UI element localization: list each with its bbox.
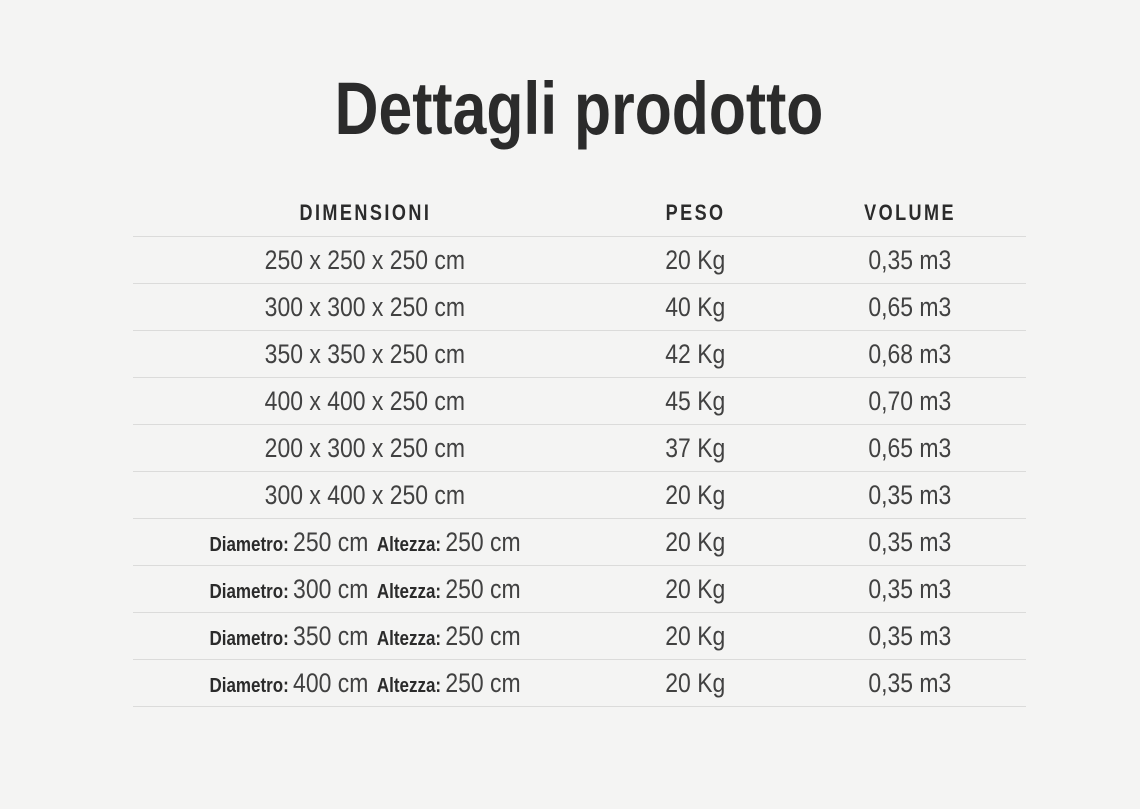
volume-text: 0,35 m3	[868, 573, 952, 604]
dimension-value: 250 cm	[445, 526, 521, 557]
table-row: Diametro: 300 cm Altezza: 250 cm 20 Kg 0,35 m…	[133, 565, 1026, 614]
dimensions-text: 300 x 300 x 250 cm	[265, 291, 466, 322]
dimensions-cell: 300 x 300 x 250 cm	[133, 283, 598, 332]
dimension-value: 250 cm	[445, 667, 521, 698]
dimensions-cell: 350 x 350 x 250 cm	[133, 330, 598, 379]
dimension-label: Diametro:	[209, 580, 289, 603]
dimension-label: Altezza:	[376, 580, 442, 603]
dimensions-text: Diametro: 300 cm Altezza: 250 cm	[210, 574, 521, 605]
product-details-section: Dettagli prodotto DIMENSIONI PESO VOLUME 2…	[133, 70, 1026, 708]
column-header-volume: VOLUME	[793, 189, 1026, 238]
column-header-peso: PESO	[597, 189, 794, 238]
weight-text: 20 Kg	[665, 479, 726, 510]
weight-cell: 20 Kg	[597, 518, 794, 567]
column-header-dimensioni: DIMENSIONI	[133, 189, 598, 238]
weight-cell: 20 Kg	[597, 565, 794, 614]
table-row: 300 x 300 x 250 cm 40 Kg 0,65 m3	[133, 283, 1026, 332]
table-row: 200 x 300 x 250 cm 37 Kg 0,65 m3	[133, 424, 1026, 473]
column-header-label: DIMENSIONI	[299, 199, 432, 225]
volume-cell: 0,35 m3	[793, 471, 1026, 520]
dimension-value: 400 cm	[293, 667, 369, 698]
weight-text: 20 Kg	[665, 667, 726, 698]
dimensions-text: Diametro: 350 cm Altezza: 250 cm	[210, 621, 521, 652]
dimension-value: 300 cm	[293, 573, 369, 604]
dimensions-text: 400 x 400 x 250 cm	[265, 385, 466, 416]
volume-text: 0,65 m3	[868, 432, 952, 463]
dimension-label: Diametro:	[209, 627, 289, 650]
weight-text: 40 Kg	[665, 291, 726, 322]
volume-cell: 0,35 m3	[793, 518, 1026, 567]
dimensions-cell: 400 x 400 x 250 cm	[133, 377, 598, 426]
weight-text: 37 Kg	[665, 432, 726, 463]
volume-text: 0,35 m3	[868, 244, 952, 275]
volume-cell: 0,35 m3	[793, 659, 1026, 708]
dimensions-text: 300 x 400 x 250 cm	[265, 479, 466, 510]
weight-cell: 45 Kg	[597, 377, 794, 426]
dimensions-text: 250 x 250 x 250 cm	[265, 244, 466, 275]
table-row: 400 x 400 x 250 cm 45 Kg 0,70 m3	[133, 377, 1026, 426]
weight-cell: 37 Kg	[597, 424, 794, 473]
table-row: Diametro: 350 cm Altezza: 250 cm 20 Kg 0,35 m…	[133, 612, 1026, 661]
volume-cell: 0,70 m3	[793, 377, 1026, 426]
column-header-label: PESO	[665, 199, 726, 225]
dimensions-cell: Diametro: 400 cm Altezza: 250 cm	[133, 659, 598, 708]
dimension-label: Altezza:	[376, 533, 442, 556]
weight-cell: 20 Kg	[597, 659, 794, 708]
weight-text: 42 Kg	[665, 338, 726, 369]
dimensions-cell: 300 x 400 x 250 cm	[133, 471, 598, 520]
dimensions-text: 200 x 300 x 250 cm	[265, 432, 466, 463]
volume-cell: 0,35 m3	[793, 612, 1026, 661]
dimensions-text: 350 x 350 x 250 cm	[265, 338, 466, 369]
table-row: Diametro: 250 cm Altezza: 250 cm 20 Kg 0,35 m…	[133, 518, 1026, 567]
volume-cell: 0,35 m3	[793, 236, 1026, 285]
volume-text: 0,68 m3	[868, 338, 952, 369]
volume-cell: 0,65 m3	[793, 283, 1026, 332]
weight-text: 45 Kg	[665, 385, 726, 416]
dimensions-text: Diametro: 400 cm Altezza: 250 cm	[210, 668, 521, 699]
volume-text: 0,35 m3	[868, 620, 952, 651]
weight-text: 20 Kg	[665, 244, 726, 275]
weight-cell: 20 Kg	[597, 612, 794, 661]
weight-cell: 20 Kg	[597, 471, 794, 520]
dimensions-cell: 200 x 300 x 250 cm	[133, 424, 598, 473]
dimension-value: 250 cm	[445, 573, 521, 604]
page-title-text: Dettagli prodotto	[335, 67, 824, 150]
weight-text: 20 Kg	[665, 526, 726, 557]
table-row: 250 x 250 x 250 cm 20 Kg 0,35 m3	[133, 236, 1026, 285]
table-row: 300 x 400 x 250 cm 20 Kg 0,35 m3	[133, 471, 1026, 520]
weight-cell: 40 Kg	[597, 283, 794, 332]
dimension-value: 250 cm	[445, 620, 521, 651]
volume-cell: 0,65 m3	[793, 424, 1026, 473]
dimensions-cell: Diametro: 350 cm Altezza: 250 cm	[133, 612, 598, 661]
volume-cell: 0,68 m3	[793, 330, 1026, 379]
dimension-label: Altezza:	[376, 674, 442, 697]
dimensions-text: Diametro: 250 cm Altezza: 250 cm	[210, 527, 521, 558]
product-details-table: DIMENSIONI PESO VOLUME 250 x 250 x 250 cm 2…	[133, 189, 1026, 708]
table-row: Diametro: 400 cm Altezza: 250 cm 20 Kg 0,35 m…	[133, 659, 1026, 708]
dimension-value: 350 cm	[293, 620, 369, 651]
table-header-row: DIMENSIONI PESO VOLUME	[133, 189, 1026, 238]
dimension-label: Diametro:	[209, 674, 289, 697]
volume-text: 0,70 m3	[868, 385, 952, 416]
weight-cell: 42 Kg	[597, 330, 794, 379]
dimension-label: Diametro:	[209, 533, 289, 556]
dimensions-cell: Diametro: 300 cm Altezza: 250 cm	[133, 565, 598, 614]
volume-text: 0,35 m3	[868, 479, 952, 510]
dimensions-cell: Diametro: 250 cm Altezza: 250 cm	[133, 518, 598, 567]
page-title: Dettagli prodotto	[133, 70, 1026, 148]
weight-text: 20 Kg	[665, 573, 726, 604]
table-row: 350 x 350 x 250 cm 42 Kg 0,68 m3	[133, 330, 1026, 379]
weight-cell: 20 Kg	[597, 236, 794, 285]
volume-cell: 0,35 m3	[793, 565, 1026, 614]
volume-text: 0,35 m3	[868, 526, 952, 557]
dimension-label: Altezza:	[376, 627, 442, 650]
dimensions-cell: 250 x 250 x 250 cm	[133, 236, 598, 285]
volume-text: 0,65 m3	[868, 291, 952, 322]
volume-text: 0,35 m3	[868, 667, 952, 698]
weight-text: 20 Kg	[665, 620, 726, 651]
dimension-value: 250 cm	[293, 526, 369, 557]
column-header-label: VOLUME	[863, 199, 956, 225]
